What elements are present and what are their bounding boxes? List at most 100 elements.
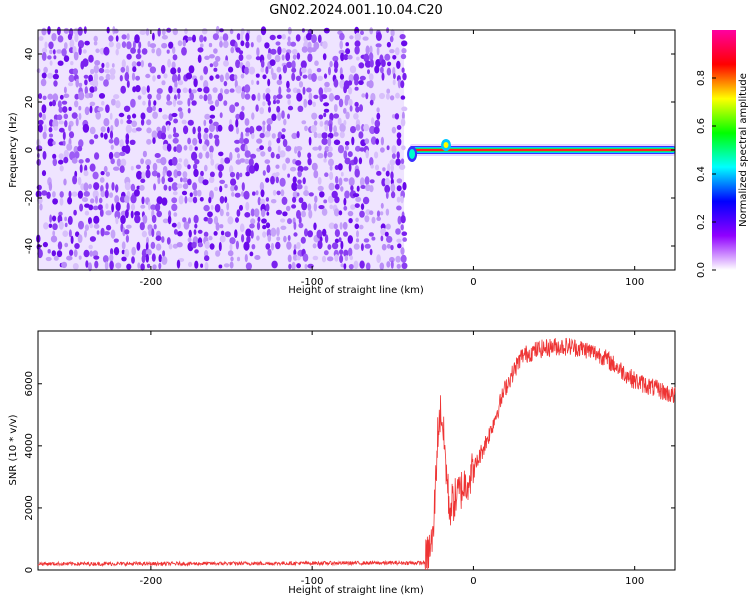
noise-cell <box>316 133 323 139</box>
noise-cell <box>115 202 121 212</box>
noise-cell <box>68 229 72 238</box>
noise-cell <box>376 107 380 113</box>
noise-cell <box>88 183 92 190</box>
noise-cell <box>98 67 105 74</box>
noise-cell <box>88 217 92 225</box>
noise-cell <box>359 260 365 269</box>
noise-cell <box>161 256 168 265</box>
x-tick-label: 0 <box>470 277 476 288</box>
noise-cell <box>183 221 190 230</box>
noise-cell <box>382 167 386 172</box>
noise-cell <box>235 171 240 180</box>
noise-cell <box>355 238 360 243</box>
noise-cell <box>339 123 346 133</box>
noise-cell <box>256 125 262 132</box>
noise-cell <box>83 191 91 197</box>
noise-cell <box>275 171 280 177</box>
noise-cell <box>176 100 183 106</box>
noise-cell <box>209 114 216 119</box>
noise-cell <box>369 125 376 135</box>
noise-cell <box>77 176 82 186</box>
noise-cell <box>324 124 329 132</box>
noise-cell <box>197 54 202 63</box>
noise-cell <box>255 56 261 61</box>
noise-cell <box>291 67 297 73</box>
noise-cell <box>38 112 43 118</box>
noise-cell <box>374 65 380 74</box>
noise-cell <box>52 99 56 107</box>
noise-cell <box>68 82 74 87</box>
noise-cell <box>254 162 259 172</box>
noise-cell <box>281 48 287 53</box>
noise-cell <box>338 177 343 186</box>
y-tick-label: -20 <box>24 190 35 206</box>
noise-cell <box>317 75 324 82</box>
noise-cell <box>137 48 141 55</box>
noise-cell <box>173 229 178 235</box>
noise-cell <box>171 182 179 191</box>
noise-cell <box>103 118 110 127</box>
noise-cell <box>137 95 142 100</box>
noise-cell <box>178 258 185 262</box>
noise-cell <box>182 177 188 183</box>
noise-cell <box>93 182 100 191</box>
noise-cell <box>297 179 302 185</box>
noise-cell <box>334 238 339 244</box>
noise-cell <box>158 254 162 263</box>
noise-cell <box>66 143 73 151</box>
noise-cell <box>282 138 288 148</box>
noise-cell <box>213 231 218 236</box>
noise-cell <box>121 59 126 68</box>
noise-cell <box>401 106 408 112</box>
noise-cell <box>72 175 78 185</box>
noise-cell <box>308 136 312 146</box>
noise-cell <box>182 183 189 190</box>
noise-cell <box>321 138 328 145</box>
noise-cell <box>156 88 163 94</box>
noise-cell <box>293 232 298 237</box>
noise-cell <box>140 178 146 183</box>
noise-cell <box>342 221 348 230</box>
x-tick-label: -200 <box>140 277 163 288</box>
noise-cell <box>400 247 405 255</box>
noise-cell <box>384 177 390 187</box>
noise-cell <box>250 208 255 217</box>
noise-cell <box>182 217 187 223</box>
noise-cell <box>182 87 188 94</box>
noise-cell <box>172 98 177 108</box>
noise-cell <box>172 132 180 138</box>
noise-cell <box>207 217 213 225</box>
noise-cell <box>92 205 99 211</box>
noise-cell <box>36 68 41 74</box>
noise-cell <box>59 165 64 172</box>
noise-cell <box>319 120 324 127</box>
noise-cell <box>205 151 210 159</box>
noise-cell <box>161 197 168 206</box>
noise-cell <box>122 227 126 237</box>
noise-cell <box>166 143 172 152</box>
noise-cell <box>354 168 360 178</box>
noise-cell <box>395 228 401 235</box>
noise-cell <box>334 67 338 73</box>
noise-cell <box>275 41 281 46</box>
y-tick-label: -40 <box>24 238 35 254</box>
noise-cell <box>327 244 332 250</box>
noise-cell <box>390 29 395 37</box>
noise-cell <box>136 185 141 190</box>
noise-cell <box>391 114 396 119</box>
noise-cell <box>93 64 100 74</box>
x-tick-label: 100 <box>625 576 644 587</box>
noise-cell <box>239 158 246 163</box>
noise-cell <box>225 72 230 81</box>
noise-cell <box>187 164 191 170</box>
noise-cell <box>151 48 155 54</box>
noise-cell <box>187 107 191 114</box>
noise-cell <box>145 73 151 79</box>
noise-cell <box>354 45 360 55</box>
noise-cell <box>262 124 266 133</box>
noise-cell <box>296 92 303 102</box>
noise-cell <box>125 209 129 219</box>
noise-cell <box>287 26 292 35</box>
noise-cell <box>310 124 317 133</box>
noise-cell <box>41 170 47 177</box>
